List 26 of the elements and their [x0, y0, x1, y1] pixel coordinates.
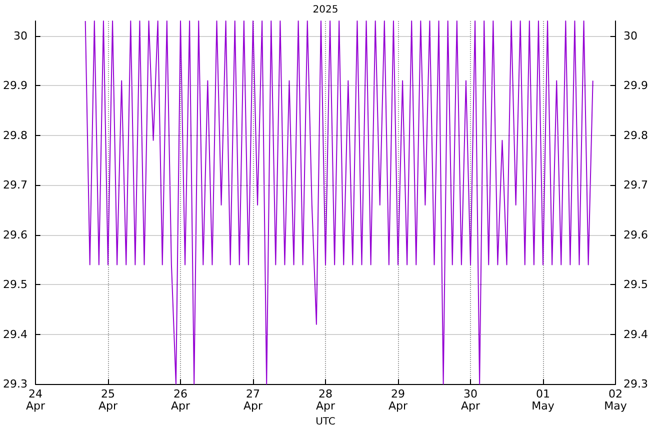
y2-tick-label: 30 — [624, 29, 638, 42]
y-tick-label: 29.6 — [2, 228, 28, 242]
x-tick-label: 27 Apr — [243, 388, 263, 413]
y2-tick-label: 29.5 — [624, 278, 648, 292]
y2-tick-label: 29.4 — [624, 328, 648, 341]
x-tick-label: 30 Apr — [460, 388, 480, 413]
x-tick-label: 28 Apr — [316, 388, 336, 413]
x-axis-title: UTC — [316, 416, 336, 428]
x-tick-label: 24 Apr — [26, 388, 46, 413]
y-tick-label: 29.4 — [2, 328, 28, 341]
y-tick-label: 29.8 — [2, 128, 28, 142]
y-tick-label: 30 — [13, 29, 28, 42]
y2-tick-label: 29.7 — [624, 178, 648, 192]
y-tick-label: 29.3 — [2, 378, 28, 391]
x-tick-label: 01 May — [532, 388, 555, 413]
chart-title: 2025 — [312, 4, 338, 16]
x-tick-label: 29 Apr — [388, 388, 408, 413]
y2-tick-label: 29.6 — [624, 228, 648, 242]
y-tick-label: 29.9 — [2, 79, 28, 92]
y2-tick-label: 29.9 — [624, 79, 648, 92]
y2-tick-label: 29.8 — [624, 128, 648, 142]
x-tick-label: 26 Apr — [170, 388, 190, 413]
line-series — [84, 20, 594, 385]
y-tick-label: 29.7 — [2, 178, 28, 192]
y-tick-label: 29.5 — [2, 278, 28, 292]
x-tick-label: 25 Apr — [98, 388, 118, 413]
